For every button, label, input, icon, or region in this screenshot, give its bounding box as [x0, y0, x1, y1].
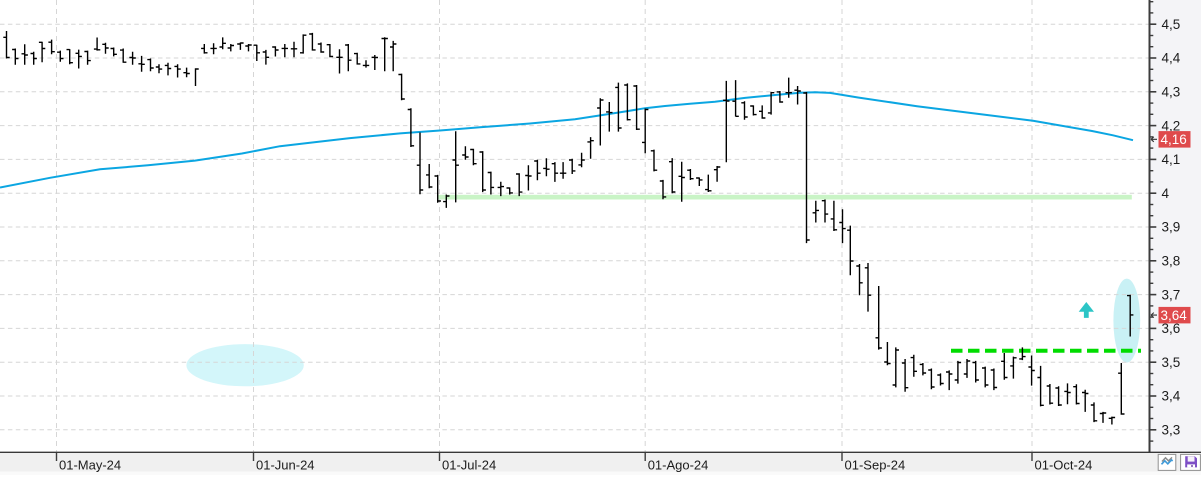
svg-text:01-Oct-24: 01-Oct-24 — [1035, 458, 1093, 473]
svg-text:4,3: 4,3 — [1162, 85, 1181, 100]
svg-text:01-Sep-24: 01-Sep-24 — [845, 458, 906, 473]
svg-text:3,6: 3,6 — [1162, 321, 1181, 336]
svg-text:01-Jul-24: 01-Jul-24 — [442, 458, 496, 473]
svg-text:3,3: 3,3 — [1162, 423, 1181, 438]
svg-text:3,5: 3,5 — [1162, 355, 1181, 370]
svg-text:4,4: 4,4 — [1162, 51, 1181, 66]
svg-text:4,5: 4,5 — [1162, 17, 1181, 32]
svg-text:3,8: 3,8 — [1162, 254, 1181, 269]
svg-text:3,9: 3,9 — [1162, 220, 1181, 235]
svg-text:4,1: 4,1 — [1162, 152, 1181, 167]
svg-text:3,64: 3,64 — [1161, 308, 1188, 323]
svg-text:01-May-24: 01-May-24 — [59, 458, 121, 473]
svg-text:4,2: 4,2 — [1162, 118, 1181, 133]
svg-text:4,16: 4,16 — [1161, 132, 1187, 147]
svg-text:01-Jun-24: 01-Jun-24 — [256, 458, 315, 473]
svg-text:01-Ago-24: 01-Ago-24 — [648, 458, 709, 473]
svg-text:4: 4 — [1162, 186, 1170, 201]
svg-text:3,7: 3,7 — [1162, 287, 1181, 302]
svg-text:3,4: 3,4 — [1162, 389, 1181, 404]
